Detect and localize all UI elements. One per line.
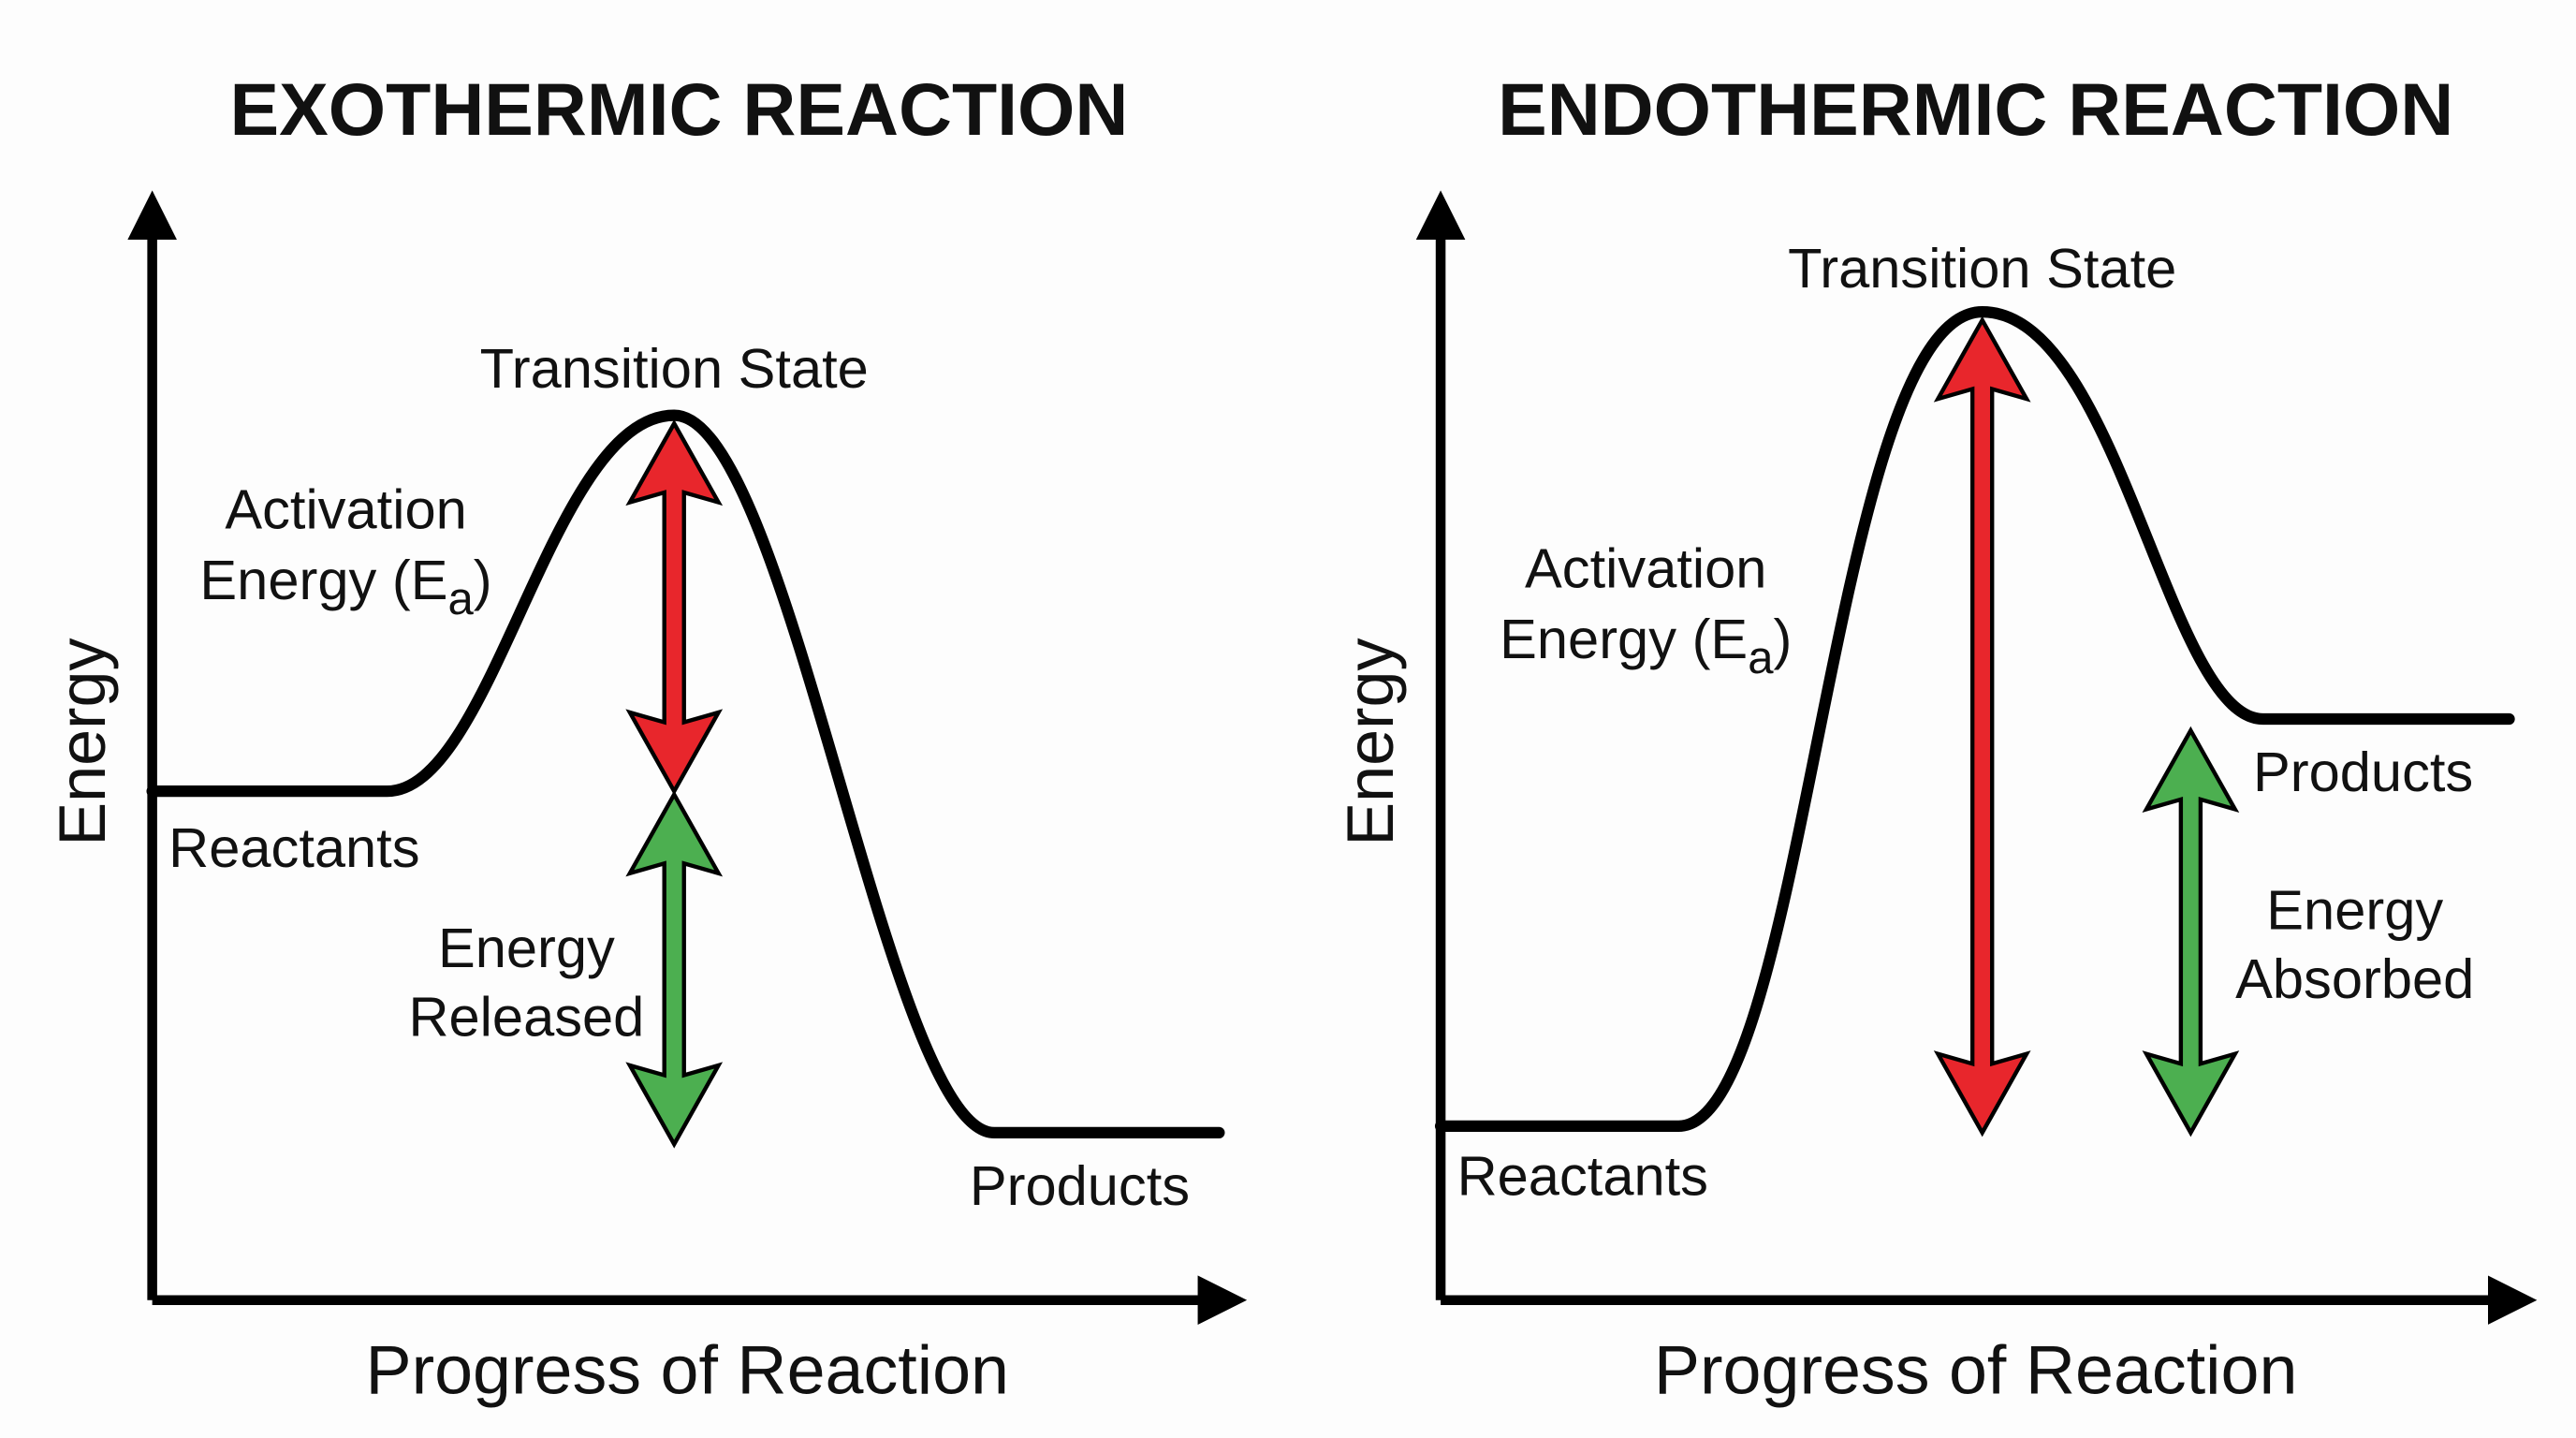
energy-curve: [146, 409, 1225, 1138]
activation-label-line2: Energy (Ea): [1500, 608, 1792, 683]
transition-state-label: Transition State: [480, 337, 869, 400]
x-axis-label: Progress of Reaction: [1654, 1331, 2298, 1409]
y-axis-label: Energy: [1334, 638, 1407, 845]
activation-label-line1: Activation: [225, 478, 466, 541]
activation-label-line2: Energy (Ea): [199, 549, 491, 624]
energy-absorbed-line2: Absorbed: [2235, 947, 2474, 1010]
double-arrow-shape: [625, 790, 724, 1149]
energy-curve: [1434, 306, 2515, 1132]
double-arrow-shape: [1933, 315, 2031, 1137]
endothermic-title: ENDOTHERMIC REACTION: [1498, 68, 2453, 151]
x-axis-label: Progress of Reaction: [365, 1331, 1009, 1409]
energy-released-line2: Released: [408, 985, 644, 1048]
y-axis-label: Energy: [46, 638, 119, 845]
transition-state-label: Transition State: [1788, 237, 2176, 300]
exothermic-title: EXOTHERMIC REACTION: [230, 68, 1129, 151]
products-label: Products: [970, 1154, 1190, 1217]
reactants-label: Reactants: [168, 816, 419, 879]
energy-released-arrow: [625, 790, 724, 1149]
double-arrow-shape: [625, 418, 724, 796]
activation-label-line1: Activation: [1525, 537, 1766, 600]
exothermic-diagram: EXOTHERMIC REACTION Energy Progress of R…: [46, 68, 1248, 1409]
energy-absorbed-arrow: [2142, 726, 2240, 1137]
reactants-label: Reactants: [1457, 1144, 1708, 1207]
energy-released-line1: Energy: [438, 917, 615, 979]
activation-energy-arrow: [1933, 315, 2031, 1137]
energy-absorbed-line1: Energy: [2266, 878, 2443, 941]
products-label: Products: [2253, 741, 2473, 803]
activation-energy-arrow: [625, 418, 724, 796]
endothermic-diagram: ENDOTHERMIC REACTION Energy Progress of …: [1334, 68, 2538, 1409]
double-arrow-shape: [2142, 726, 2240, 1137]
